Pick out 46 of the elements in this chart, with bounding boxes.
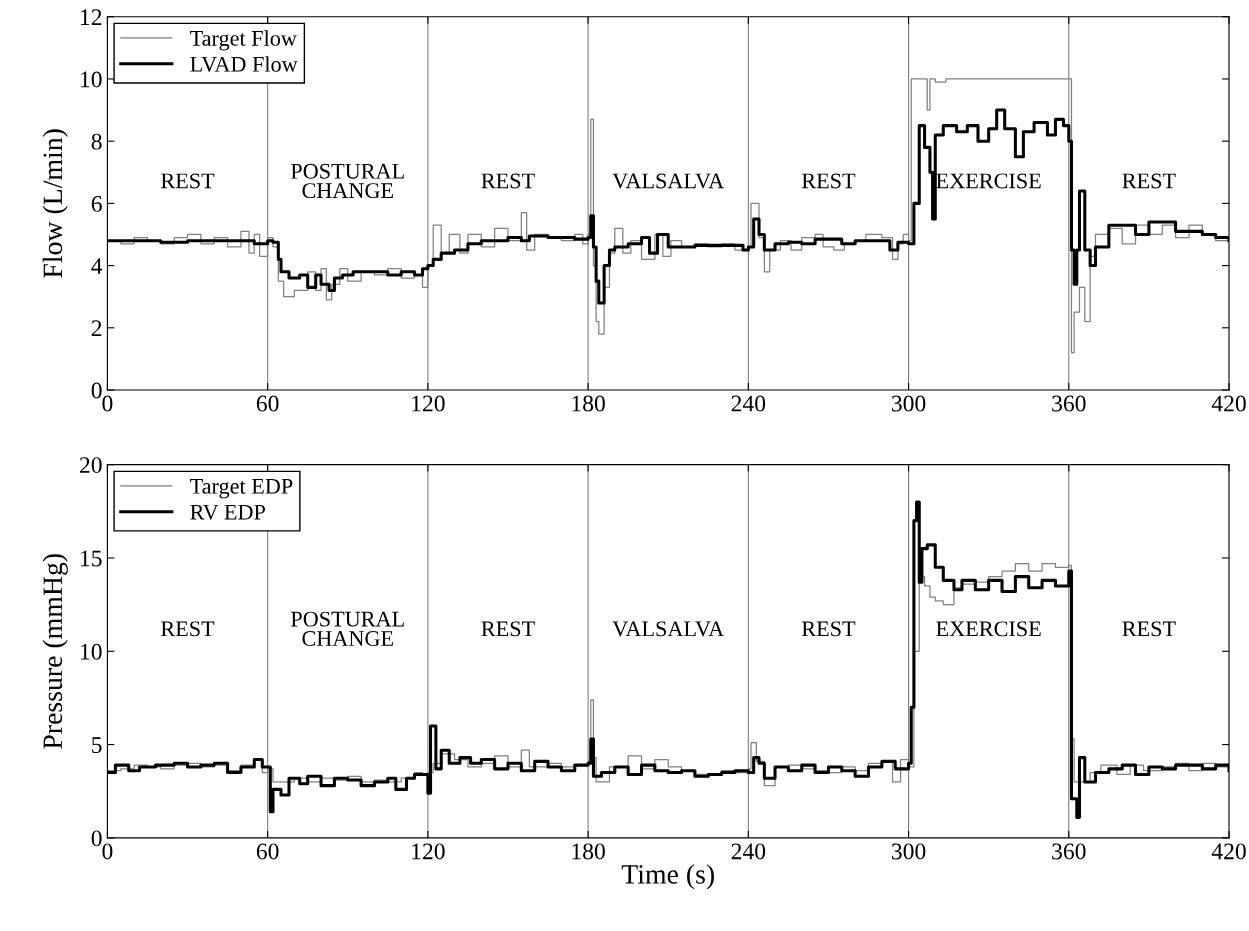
annotation: POSTURAL CHANGE — [290, 163, 404, 199]
annotation: VALSALVA — [612, 173, 725, 189]
x-tick-label: 420 — [1211, 395, 1246, 412]
x-tick-label: 300 — [891, 843, 926, 860]
y-axis-title: Flow (L/min) — [42, 129, 68, 278]
annotation: REST — [481, 621, 535, 637]
y-tick-label: 0 — [91, 830, 102, 847]
legend-label: RV EDP — [190, 504, 265, 520]
legend-label: Target EDP — [190, 478, 293, 499]
legend-label: Target Flow — [190, 30, 297, 51]
x-tick-label: 120 — [412, 843, 445, 860]
annotation: VALSALVA — [612, 621, 725, 637]
y-tick-label: 8 — [91, 133, 102, 150]
y-tick-label: 10 — [81, 643, 102, 660]
x-tick-label: 420 — [1211, 843, 1246, 860]
x-tick-label: 60 — [256, 843, 279, 860]
annotation: REST — [161, 621, 215, 637]
x-tick-label: 180 — [572, 843, 605, 860]
y-tick-label: 4 — [91, 258, 103, 274]
x-tick-label: 240 — [731, 843, 766, 860]
y-tick-label: 12 — [81, 9, 102, 25]
x-axis-title: Time (s) — [621, 864, 714, 890]
annotation: REST — [1122, 173, 1176, 189]
annotation: REST — [161, 173, 215, 189]
annotation: REST — [481, 173, 535, 189]
y-tick-label: 6 — [91, 195, 102, 212]
y-axis-title: Pressure (mmHg) — [42, 554, 68, 749]
annotation: REST — [1122, 621, 1176, 637]
x-tick-label: 180 — [572, 395, 605, 412]
y-tick-label: 5 — [92, 737, 102, 754]
annotation: REST — [801, 173, 856, 189]
x-tick-label: 240 — [731, 395, 766, 412]
y-tick-label: 10 — [81, 71, 102, 88]
x-tick-label: 360 — [1052, 395, 1086, 412]
annotation: REST — [801, 621, 856, 637]
y-tick-label: 15 — [81, 550, 102, 567]
annotation: EXERCISE — [936, 621, 1041, 637]
x-tick-label: 120 — [412, 395, 445, 412]
y-tick-label: 0 — [91, 382, 102, 399]
x-tick-label: 300 — [891, 395, 926, 412]
y-tick-label: 20 — [79, 457, 102, 474]
annotation: POSTURAL CHANGE — [290, 611, 404, 646]
x-tick-label: 60 — [256, 395, 279, 412]
x-tick-label: 360 — [1052, 843, 1086, 860]
y-tick-label: 2 — [91, 320, 102, 336]
legend-label: LVAD Flow — [190, 56, 298, 72]
